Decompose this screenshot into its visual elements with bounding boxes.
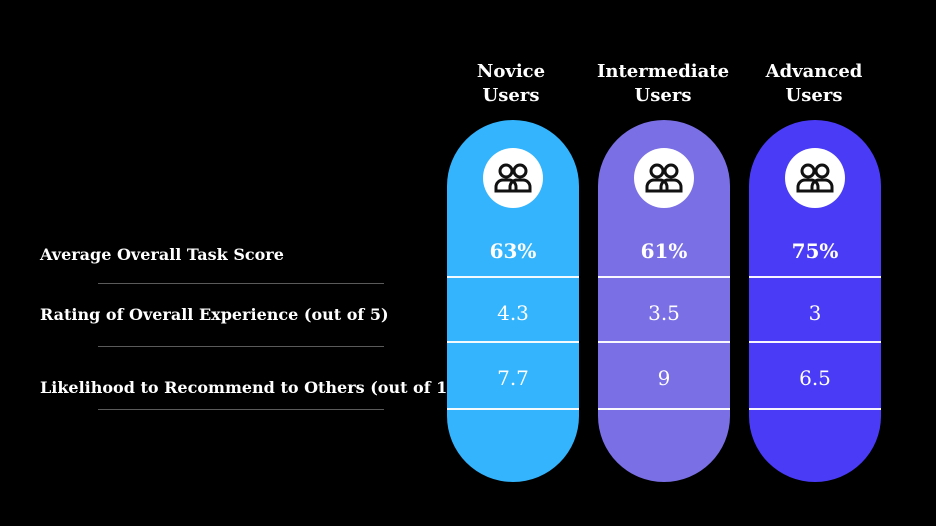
avatar xyxy=(483,148,543,208)
pill-advanced: 75% 3 6.5 xyxy=(749,120,881,482)
cell-divider xyxy=(447,408,579,410)
value-recommend-likelihood-intermediate: 9 xyxy=(657,366,671,390)
value-recommend-likelihood-novice: 7.7 xyxy=(497,366,529,390)
cell-divider xyxy=(749,341,881,343)
cell-divider xyxy=(447,276,579,278)
value-task-score-novice: 63% xyxy=(489,239,537,263)
value-recommend-likelihood-advanced: 6.5 xyxy=(799,366,831,390)
cell-divider xyxy=(598,408,730,410)
column-header-intermediate-line2: Users xyxy=(634,85,692,106)
cell-divider xyxy=(447,341,579,343)
users-group-icon xyxy=(796,163,834,193)
cell-divider xyxy=(749,408,881,410)
cell-divider xyxy=(749,276,881,278)
value-experience-rating-advanced: 3 xyxy=(808,301,822,325)
pill-intermediate: 61% 3.5 9 xyxy=(598,120,730,482)
row-label-task-score: Average Overall Task Score xyxy=(40,245,284,264)
row-divider xyxy=(98,346,384,347)
cell-divider xyxy=(598,276,730,278)
avatar xyxy=(785,148,845,208)
row-divider xyxy=(98,283,384,284)
column-header-intermediate-line1: Intermediate xyxy=(596,61,730,82)
value-experience-rating-intermediate: 3.5 xyxy=(648,301,680,325)
avatar xyxy=(634,148,694,208)
column-header-advanced: Advanced Users xyxy=(739,60,889,108)
column-header-novice-line1: Novice xyxy=(476,61,546,82)
column-header-intermediate: Intermediate Users xyxy=(588,60,738,108)
value-experience-rating-novice: 4.3 xyxy=(497,301,529,325)
value-task-score-advanced: 75% xyxy=(791,239,839,263)
column-header-novice-line2: Users xyxy=(482,85,540,106)
column-header-advanced-line2: Users xyxy=(785,85,843,106)
pill-novice: 63% 4.3 7.7 xyxy=(447,120,579,482)
column-header-advanced-line1: Advanced xyxy=(765,61,863,82)
row-divider xyxy=(98,409,384,410)
users-group-icon xyxy=(645,163,683,193)
column-header-novice: Novice Users xyxy=(436,60,586,108)
cell-divider xyxy=(598,341,730,343)
row-label-experience-rating: Rating of Overall Experience (out of 5) xyxy=(40,305,389,324)
value-task-score-intermediate: 61% xyxy=(640,239,688,263)
row-label-recommend-likelihood: Likelihood to Recommend to Others (out o… xyxy=(40,378,467,397)
users-group-icon xyxy=(494,163,532,193)
